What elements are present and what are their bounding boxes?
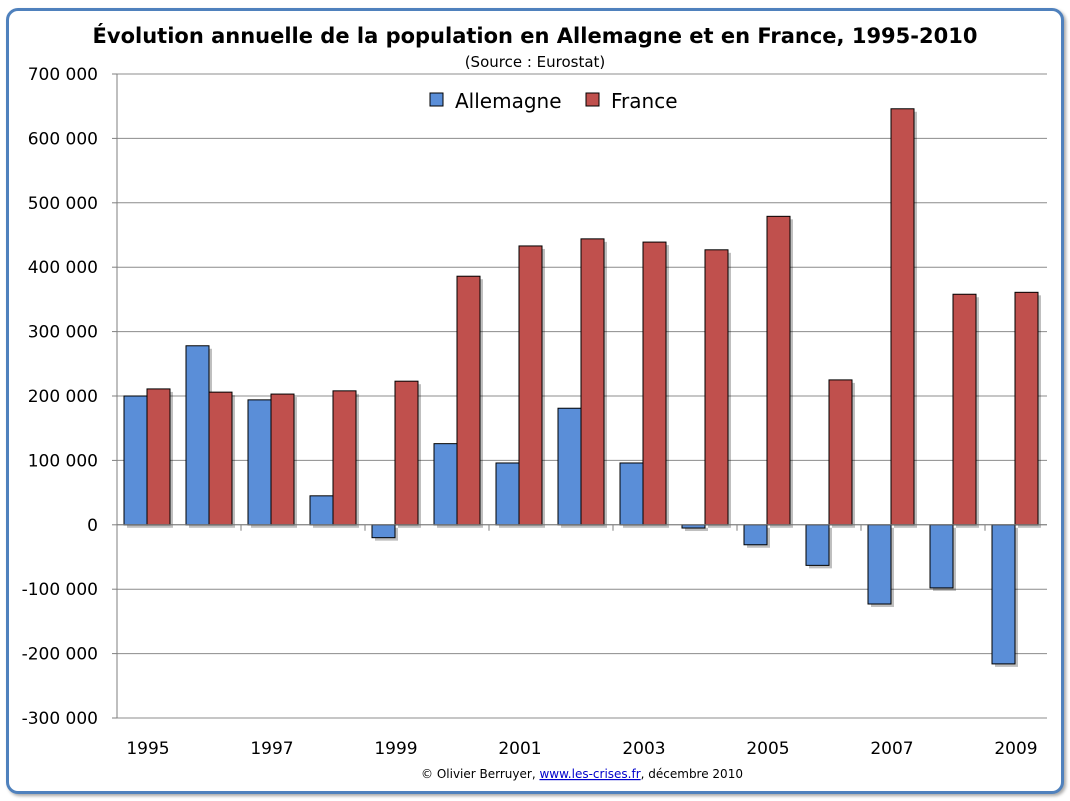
bar-allemagne-2000 bbox=[433, 443, 458, 526]
bars bbox=[123, 108, 1041, 667]
bar-allemagne-2003 bbox=[619, 462, 644, 526]
bar-france-2001 bbox=[518, 245, 543, 526]
bar-allemagne-1999 bbox=[371, 524, 396, 539]
footer-suffix: , décembre 2010 bbox=[641, 767, 743, 781]
bar-france-2008 bbox=[952, 293, 977, 526]
x-axis-tick-labels: 1995 1997 1999 2001 2003 2005 2007 2009 bbox=[126, 739, 1037, 759]
axes bbox=[112, 73, 1047, 719]
x-tick-label: 2005 bbox=[746, 739, 789, 759]
bar-france-2000 bbox=[456, 275, 481, 526]
x-tick-label: 2001 bbox=[498, 739, 541, 759]
y-tick-label: 100 000 bbox=[28, 451, 98, 471]
x-tick-label: 1995 bbox=[126, 739, 169, 759]
footer-link[interactable]: www.les-crises.fr bbox=[539, 767, 640, 781]
bar-france-2006 bbox=[828, 379, 853, 526]
x-tick-label: 2003 bbox=[622, 739, 665, 759]
bar-allemagne-1996 bbox=[185, 345, 210, 526]
bar-allemagne-2005 bbox=[743, 524, 768, 546]
bar-allemagne-1998 bbox=[309, 495, 334, 526]
y-tick-label: 600 000 bbox=[28, 129, 98, 149]
bar-france-1996 bbox=[208, 391, 233, 526]
bar-allemagne-2006 bbox=[805, 524, 830, 566]
bar-allemagne-2002 bbox=[557, 407, 582, 526]
legend-swatch-france bbox=[585, 92, 600, 107]
bar-allemagne-1995 bbox=[123, 395, 148, 526]
x-tick-label: 2009 bbox=[994, 739, 1037, 759]
legend-label-france: France bbox=[611, 89, 678, 113]
footer-prefix: © Olivier Berruyer, bbox=[421, 767, 539, 781]
bar-france-2007 bbox=[890, 108, 915, 526]
bar-allemagne-2009 bbox=[991, 524, 1016, 665]
bar-allemagne-2007 bbox=[867, 524, 892, 605]
bar-france-1999 bbox=[394, 380, 419, 526]
x-tick-label: 2007 bbox=[870, 739, 913, 759]
y-tick-label: -100 000 bbox=[22, 580, 98, 600]
bar-allemagne-1997 bbox=[247, 399, 272, 526]
footer-credit: © Olivier Berruyer, www.les-crises.fr, d… bbox=[421, 767, 743, 781]
y-tick-label: -200 000 bbox=[22, 645, 98, 665]
y-tick-label: 300 000 bbox=[28, 323, 98, 343]
bar-france-1998 bbox=[332, 390, 357, 526]
legend-swatch-allemagne bbox=[429, 92, 444, 107]
y-tick-label: 0 bbox=[87, 516, 98, 536]
y-tick-label: -300 000 bbox=[22, 709, 98, 729]
bar-allemagne-2001 bbox=[495, 462, 520, 526]
chart-title: Évolution annuelle de la population en A… bbox=[93, 23, 978, 48]
bar-allemagne-2008 bbox=[929, 524, 954, 589]
bar-france-1995 bbox=[146, 388, 171, 526]
y-tick-label: 200 000 bbox=[28, 387, 98, 407]
bar-france-2005 bbox=[766, 215, 791, 526]
bar-shadow bbox=[685, 527, 708, 532]
y-tick-label: 700 000 bbox=[28, 65, 98, 85]
bar-france-2009 bbox=[1014, 291, 1039, 526]
chart-subtitle: (Source : Eurostat) bbox=[465, 53, 606, 71]
legend: Allemagne France bbox=[429, 89, 678, 113]
y-tick-label: 500 000 bbox=[28, 194, 98, 214]
bar-france-1997 bbox=[270, 393, 295, 526]
bar-france-2004 bbox=[704, 249, 729, 526]
x-tick-label: 1997 bbox=[250, 739, 293, 759]
bar-france-2002 bbox=[580, 238, 605, 526]
y-axis-tick-labels: -300 000 -200 000 -100 000 0 100 000 200 000 3… bbox=[22, 65, 98, 729]
x-tick-label: 1999 bbox=[374, 739, 417, 759]
bar-france-2003 bbox=[642, 241, 667, 526]
y-tick-label: 400 000 bbox=[28, 258, 98, 278]
legend-label-allemagne: Allemagne bbox=[455, 89, 562, 113]
